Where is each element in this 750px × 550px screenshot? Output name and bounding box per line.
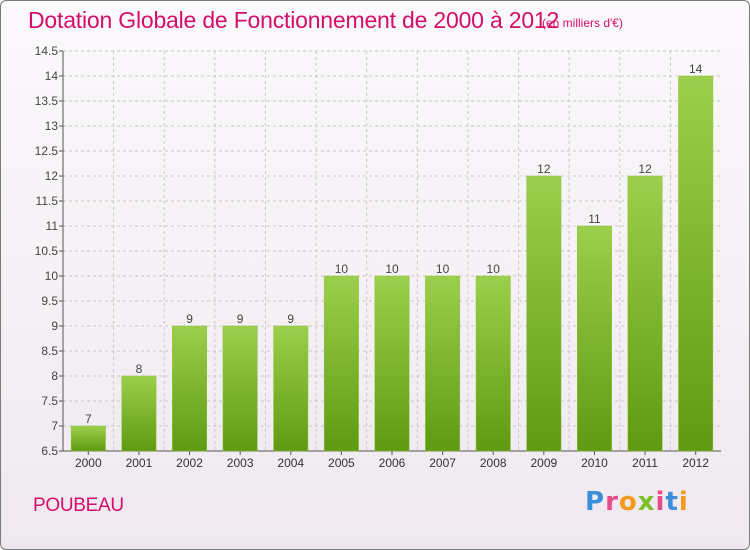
y-tick-label: 8 — [51, 369, 58, 383]
bar — [273, 325, 309, 452]
y-tick-label: 13 — [45, 119, 59, 133]
x-tick-label: 2006 — [379, 456, 406, 470]
logo-letter: o — [618, 487, 638, 517]
x-tick-label: 2000 — [75, 456, 102, 470]
value-label: 10 — [436, 262, 450, 276]
chart-subtitle: (en milliers d'€) — [542, 16, 623, 30]
y-tick-label: 6.5 — [41, 444, 58, 458]
x-tick-label: 2008 — [480, 456, 507, 470]
bar — [70, 425, 106, 452]
x-tick-label: 2004 — [277, 456, 304, 470]
x-tick-label: 2007 — [429, 456, 456, 470]
bar — [577, 225, 612, 452]
x-tick-label: 2011 — [632, 456, 658, 470]
bar — [678, 75, 714, 452]
y-tick-label: 14 — [45, 69, 59, 83]
value-label: 11 — [588, 212, 601, 226]
bar — [425, 275, 461, 452]
x-tick-label: 2003 — [227, 456, 254, 470]
value-label: 9 — [237, 312, 244, 326]
bar — [374, 275, 410, 452]
value-label: 8 — [136, 362, 143, 376]
value-labels: 7 8 9 9 9 10 10 10 10 12 11 12 14 — [85, 62, 703, 426]
y-tick-label: 8.5 — [41, 344, 58, 358]
y-tick-label: 11.5 — [36, 194, 59, 208]
bar — [475, 275, 511, 452]
bar — [323, 275, 359, 452]
y-tick-label: 7 — [51, 419, 58, 433]
value-label: 10 — [335, 262, 349, 276]
logo-letter: i — [678, 487, 689, 517]
commune-name: POUBEAU — [33, 495, 124, 516]
y-tick-label: 9.5 — [41, 294, 58, 308]
proxiti-logo[interactable]: Proxiti — [585, 487, 689, 517]
x-tick-label: 2002 — [176, 456, 203, 470]
bar — [121, 375, 157, 452]
logo-letter: P — [585, 487, 606, 517]
y-tick-label: 10 — [45, 269, 59, 283]
chart-title: Dotation Globale de Fonctionnement de 20… — [28, 7, 560, 33]
logo-letter: r — [605, 487, 619, 517]
x-tick-label: 2005 — [328, 456, 355, 470]
x-tick-label: 2001 — [126, 456, 153, 470]
logo-letter: x — [637, 487, 656, 517]
value-label: 14 — [689, 62, 703, 76]
y-tick-label: 13.5 — [35, 94, 59, 108]
y-tick-labels: 6.5 7 7.5 8 8.5 9 9.5 10 10.5 11 11.5 12 12.5 13 13.5 1… — [35, 44, 59, 458]
x-tick-label: 2009 — [530, 456, 557, 470]
y-tick-label: 12 — [45, 169, 59, 183]
y-tick-label: 9 — [51, 319, 58, 333]
value-label: 7 — [85, 412, 92, 426]
bar — [172, 325, 207, 452]
y-tick-label: 7.5 — [41, 394, 58, 408]
bar — [526, 175, 562, 452]
x-tick-labels: 2000 2001 2002 2003 2004 2005 2006 2007 2008 2009… — [75, 456, 709, 470]
logo-letter: i — [655, 487, 666, 517]
value-label: 10 — [385, 262, 399, 276]
value-label: 10 — [487, 262, 501, 276]
bar — [222, 325, 258, 452]
value-label: 12 — [537, 162, 551, 176]
y-tick-label: 12.5 — [35, 144, 59, 158]
x-tick-label: 2012 — [682, 456, 709, 470]
value-label: 12 — [638, 162, 652, 176]
bar — [627, 175, 663, 452]
x-tick-label: 2010 — [581, 456, 608, 470]
value-label: 9 — [287, 312, 294, 326]
bars — [70, 75, 714, 452]
value-label: 9 — [186, 312, 193, 326]
y-tick-label: 11 — [46, 219, 59, 233]
logo-letter: t — [665, 487, 679, 517]
y-tick-label: 14.5 — [35, 44, 59, 58]
y-tick-label: 10.5 — [35, 244, 59, 258]
